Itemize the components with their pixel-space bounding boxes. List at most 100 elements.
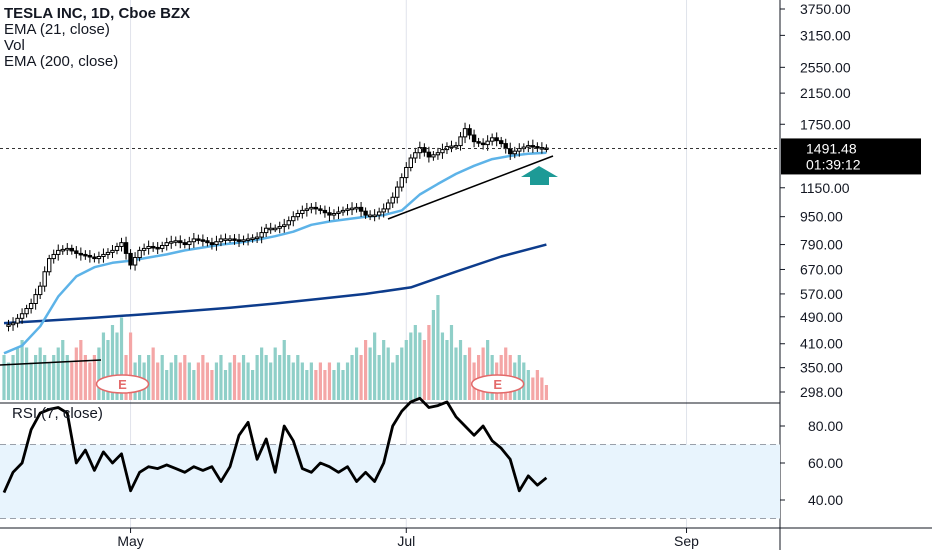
candle-body (241, 239, 246, 242)
rsi-band-fill (0, 444, 780, 519)
candle-body (327, 212, 332, 216)
candle-body (232, 238, 237, 241)
volume-bar (449, 325, 454, 400)
candle-body (196, 238, 201, 241)
price-tick-label: 1750.00 (800, 116, 851, 132)
candle-body (155, 246, 160, 250)
volume-bar (178, 362, 182, 400)
volume-bar (278, 355, 282, 400)
volume-bar (422, 340, 426, 400)
candle-body (65, 247, 70, 251)
volume-bar (246, 362, 250, 400)
volume-bar (427, 325, 431, 400)
volume-bar (409, 332, 413, 400)
volume-bar (481, 347, 485, 400)
volume-bar (43, 355, 47, 400)
earnings-label: E (493, 377, 502, 392)
candle-body (236, 239, 242, 242)
volume-bar (65, 355, 69, 400)
volume-bar (147, 355, 151, 400)
candle-body (345, 208, 350, 211)
volume-bar (106, 340, 110, 400)
volume-bar (540, 377, 544, 400)
candle-body (200, 239, 206, 242)
volume-bar (327, 362, 332, 400)
candle-body (105, 251, 111, 255)
volume-bar (2, 355, 6, 400)
candle-body (132, 257, 138, 266)
candle-body (417, 147, 423, 154)
indicator-label: Vol (4, 37, 25, 54)
candle-body (150, 245, 156, 249)
candle-body (480, 142, 486, 146)
candle-body (471, 134, 477, 143)
candle-body (60, 248, 65, 252)
candle-body (318, 208, 323, 211)
time-tick-label: Sep (674, 533, 699, 549)
volume-bar (174, 355, 178, 400)
candle-body (28, 302, 34, 310)
volume-bar (404, 340, 408, 400)
indicator-label: EMA (21, close) (4, 21, 110, 38)
volume-bar (467, 347, 472, 400)
volume-bar (544, 385, 548, 400)
volume-bar (359, 355, 363, 400)
candle-body (489, 137, 495, 142)
volume-bar (264, 355, 268, 400)
earnings-label: E (118, 377, 127, 392)
arrow-up-icon (521, 166, 558, 185)
ema21-line (3, 151, 547, 355)
volume-bar (210, 370, 214, 400)
price-tick-label: 2150.00 (800, 85, 851, 101)
volume-bar (535, 370, 539, 400)
volume-bar (228, 362, 232, 400)
volume-bar (205, 362, 209, 400)
candle-body (526, 145, 531, 148)
volume-bar (201, 355, 205, 400)
last-price-tag-bg (781, 138, 921, 175)
candle-body (467, 128, 472, 136)
candle-body (96, 255, 102, 260)
volume-bar (232, 355, 237, 400)
volume-bar (282, 340, 286, 400)
candle-body (408, 157, 414, 168)
candle-body (304, 208, 310, 211)
candle-body (119, 242, 124, 247)
candle-body (453, 145, 459, 148)
candle-body (462, 128, 468, 138)
volume-bar (486, 340, 490, 400)
volume-bar (128, 332, 133, 400)
volume-bar (11, 355, 15, 400)
candle-body (24, 308, 29, 315)
volume-bar (25, 347, 29, 400)
volume-bar (323, 370, 327, 400)
candle-body (114, 245, 120, 251)
volume-bar (314, 370, 318, 400)
candle-body (74, 250, 79, 254)
trendlines (0, 155, 554, 366)
volume-bar (350, 355, 354, 400)
volume-bar (101, 332, 106, 400)
candle-body (322, 209, 328, 214)
volume-bar (526, 370, 530, 400)
candle-body (69, 247, 74, 252)
volume-bar (413, 325, 417, 400)
candle-body (173, 240, 178, 243)
last-price-label: 1491.48 (806, 140, 857, 156)
candle-body (458, 136, 463, 147)
candle-body (336, 211, 341, 215)
price-tick-label: 790.00 (800, 237, 843, 253)
candle-body (476, 141, 481, 144)
volume-bar (183, 355, 187, 400)
candle-body (169, 241, 174, 244)
volume-bar (341, 370, 345, 400)
price-tick-label: 490.00 (800, 309, 843, 325)
candle-body (358, 206, 364, 212)
volume-bar (522, 362, 526, 400)
volume-bar (260, 347, 264, 400)
candle-body (137, 249, 142, 259)
